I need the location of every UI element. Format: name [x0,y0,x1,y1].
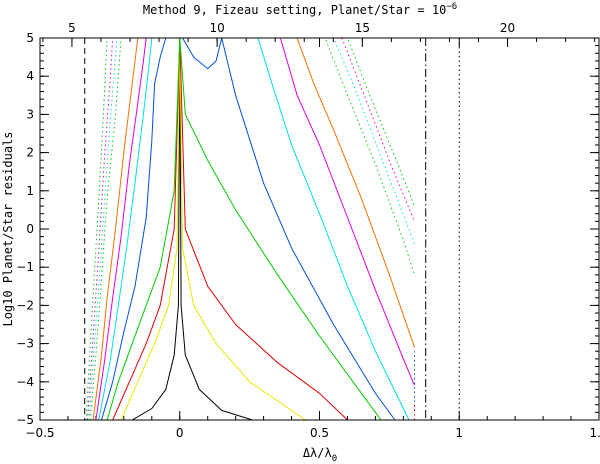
x-tick-label: −0.5 [25,426,54,440]
y-tick-label: 1 [26,184,34,198]
y-tick-label: 3 [26,107,34,121]
series-line [112,38,348,420]
x-tick-label: 1.5 [589,426,600,440]
top-tick-label: 5 [68,21,76,35]
top-tick-label: 15 [355,21,370,35]
y-tick-label: −3 [16,337,34,351]
y-tick-label: 4 [26,69,34,83]
series-line [85,38,415,420]
x-axis-label-text: Δλ/λ [303,446,332,460]
x-axis-label: Δλ/λ0 [303,446,337,464]
series-line [101,38,396,420]
series-line [120,38,306,420]
series-line [98,38,410,420]
chart-title-exponent: −6 [446,2,457,12]
top-tick-label: 20 [500,21,515,35]
series-line [87,38,415,420]
y-axis: −5 −4 −3 −2 −1 0 1 2 3 4 5 [16,31,599,427]
x-tick-label: 1 [455,426,463,440]
y-tick-label: 2 [26,146,34,160]
y-tick-label: −4 [16,375,34,389]
y-tick-label: −1 [16,260,34,274]
x-axis: −0.5 0 0.5 1 1.5 [25,38,600,440]
y-tick-label: 5 [26,31,34,45]
series-line [106,38,382,420]
plot-area [84,38,460,420]
y-tick-label: −5 [16,413,34,427]
series-line [131,38,253,420]
chart-title: Method 9, Fizeau setting, Planet/Star = … [143,2,457,17]
top-axis: 5 10 15 20 [42,21,596,47]
y-tick-label: 0 [26,222,34,236]
x-tick-label: 0.5 [310,426,329,440]
top-tick-label: 10 [209,21,224,35]
y-tick-label: −2 [16,298,34,312]
y-axis-label: Log10 Planet/Star residuals [1,131,15,326]
chart-title-text: Method 9, Fizeau setting, Planet/Star = … [143,3,446,17]
series-line [92,38,415,420]
plot-frame [39,37,600,421]
series-line [95,38,415,420]
x-axis-label-subscript: 0 [332,454,337,464]
x-tick-label: 0 [176,426,184,440]
